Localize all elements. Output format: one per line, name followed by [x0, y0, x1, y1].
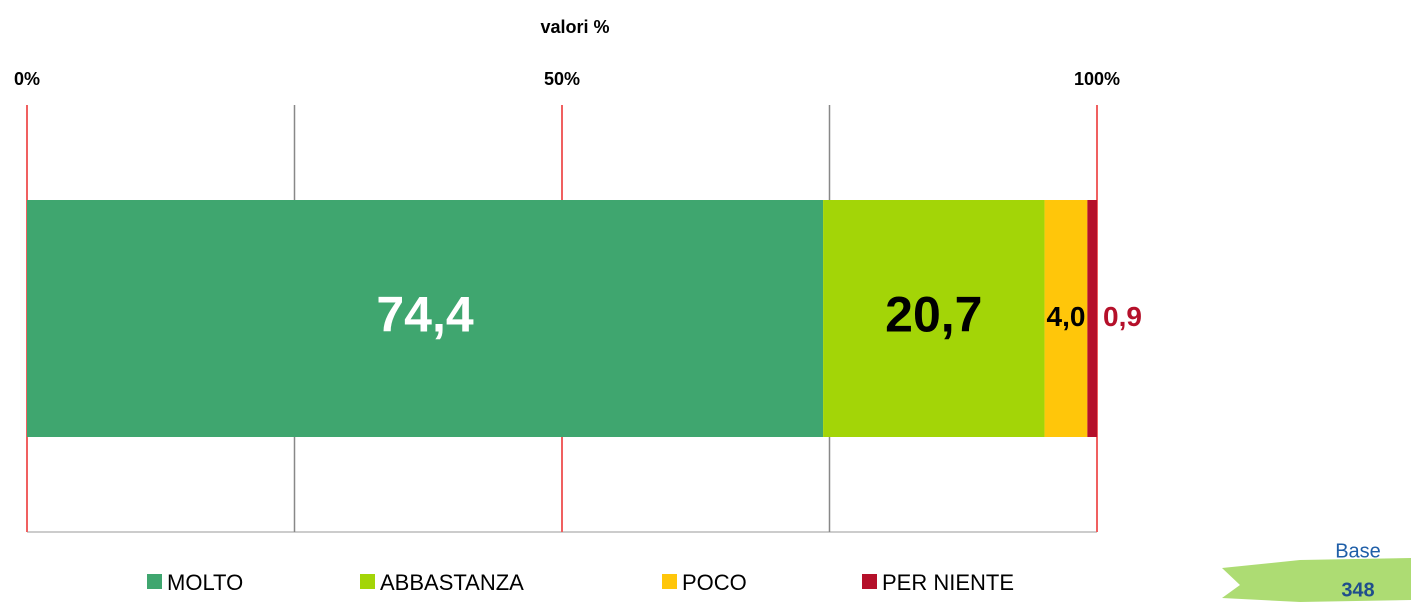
legend-swatch: [862, 574, 877, 589]
bar-segment: [1087, 200, 1097, 437]
bar-segment: [27, 200, 824, 437]
base-brush: [1222, 558, 1411, 602]
legend-swatch: [147, 574, 162, 589]
data-label: 74,4: [376, 287, 474, 343]
legend-label: PER NIENTE: [882, 570, 1014, 595]
legend-swatch: [360, 574, 375, 589]
data-label: 4,0: [1047, 301, 1086, 332]
data-label: 20,7: [885, 287, 982, 343]
x-tick-label: 50%: [544, 69, 580, 89]
base-value: 348: [1341, 579, 1374, 601]
data-label: 0,9: [1103, 301, 1142, 332]
bar-segment: [823, 200, 1045, 437]
x-tick-label: 100%: [1074, 69, 1120, 89]
bar-segment: [1044, 200, 1088, 437]
x-tick-label: 0%: [14, 69, 40, 89]
legend-label: POCO: [682, 570, 747, 595]
base-label: Base: [1335, 540, 1381, 562]
legend-label: ABBASTANZA: [380, 570, 524, 595]
chart-title: valori %: [540, 17, 609, 37]
legend-swatch: [662, 574, 677, 589]
legend-label: MOLTO: [167, 570, 243, 595]
